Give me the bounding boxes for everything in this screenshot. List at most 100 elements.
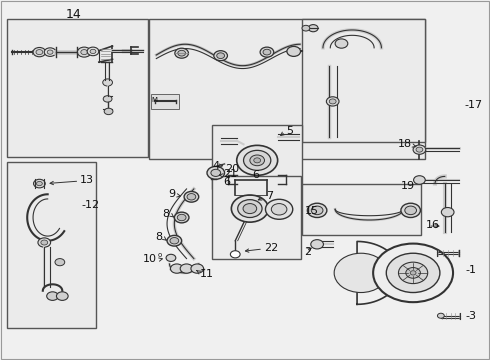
Circle shape xyxy=(266,199,293,219)
Circle shape xyxy=(311,206,323,215)
Circle shape xyxy=(174,212,189,223)
Circle shape xyxy=(36,181,42,186)
Circle shape xyxy=(254,158,261,163)
Text: 6: 6 xyxy=(223,177,230,187)
Circle shape xyxy=(243,203,257,213)
Text: -3: -3 xyxy=(465,311,476,321)
Circle shape xyxy=(41,240,48,245)
Circle shape xyxy=(250,155,265,166)
Text: 22: 22 xyxy=(265,243,279,253)
Circle shape xyxy=(191,264,203,273)
Circle shape xyxy=(271,203,287,215)
Circle shape xyxy=(171,264,183,273)
Circle shape xyxy=(405,206,416,215)
Circle shape xyxy=(103,96,112,102)
Circle shape xyxy=(180,264,193,273)
Circle shape xyxy=(90,49,96,54)
Text: o: o xyxy=(158,252,162,258)
Circle shape xyxy=(416,147,423,152)
Circle shape xyxy=(175,48,189,58)
Circle shape xyxy=(373,244,453,302)
Circle shape xyxy=(217,53,224,59)
Circle shape xyxy=(307,203,327,217)
Text: 19: 19 xyxy=(401,181,415,191)
Circle shape xyxy=(187,194,196,200)
Circle shape xyxy=(103,79,113,86)
Text: 8: 8 xyxy=(162,209,170,219)
Circle shape xyxy=(329,99,336,104)
Bar xyxy=(302,19,425,143)
Circle shape xyxy=(308,24,318,32)
Text: 16: 16 xyxy=(426,220,440,230)
Circle shape xyxy=(438,313,444,318)
Circle shape xyxy=(104,108,113,114)
Text: 18: 18 xyxy=(398,139,412,149)
Circle shape xyxy=(167,235,182,246)
Text: 5: 5 xyxy=(287,126,294,136)
Text: -17: -17 xyxy=(464,100,482,110)
Bar xyxy=(212,176,301,258)
Circle shape xyxy=(184,192,199,202)
Circle shape xyxy=(87,47,99,56)
Circle shape xyxy=(170,238,179,244)
Text: -12: -12 xyxy=(82,200,100,210)
Text: 11: 11 xyxy=(200,269,214,279)
Circle shape xyxy=(260,47,274,57)
Text: 21: 21 xyxy=(223,169,237,179)
Circle shape xyxy=(178,50,186,56)
Circle shape xyxy=(230,251,240,258)
Circle shape xyxy=(36,50,43,55)
Circle shape xyxy=(77,47,91,57)
Circle shape xyxy=(214,51,227,61)
Circle shape xyxy=(413,145,426,154)
Text: 14: 14 xyxy=(66,8,81,21)
Circle shape xyxy=(177,214,186,221)
Bar xyxy=(7,19,147,157)
Circle shape xyxy=(38,238,50,247)
Text: 20: 20 xyxy=(225,163,240,174)
Circle shape xyxy=(207,166,224,179)
Circle shape xyxy=(334,253,388,293)
Bar xyxy=(302,184,421,235)
Circle shape xyxy=(231,195,269,222)
Text: 2: 2 xyxy=(304,247,312,257)
Circle shape xyxy=(287,46,300,57)
Text: M: M xyxy=(151,96,157,103)
Text: 10: 10 xyxy=(143,253,157,264)
Circle shape xyxy=(56,292,68,300)
Circle shape xyxy=(335,39,348,48)
Bar xyxy=(7,162,97,328)
Circle shape xyxy=(211,169,220,176)
Circle shape xyxy=(311,240,323,249)
Circle shape xyxy=(263,49,271,55)
Text: 13: 13 xyxy=(80,175,94,185)
Circle shape xyxy=(441,207,454,217)
Circle shape xyxy=(33,179,45,188)
Circle shape xyxy=(166,254,176,261)
Circle shape xyxy=(55,258,65,266)
Circle shape xyxy=(244,150,271,170)
Circle shape xyxy=(237,145,278,175)
Circle shape xyxy=(44,48,56,57)
Circle shape xyxy=(398,262,428,284)
Bar xyxy=(148,19,425,158)
Text: 7: 7 xyxy=(266,191,273,201)
Bar xyxy=(212,125,302,189)
Text: 8: 8 xyxy=(155,232,162,242)
Circle shape xyxy=(326,97,339,106)
Text: 15: 15 xyxy=(304,206,319,216)
Circle shape xyxy=(406,267,420,278)
Circle shape xyxy=(81,50,88,55)
Circle shape xyxy=(410,271,416,275)
Circle shape xyxy=(386,253,440,293)
Circle shape xyxy=(47,292,58,300)
Text: -1: -1 xyxy=(465,265,476,275)
Circle shape xyxy=(302,25,310,31)
Circle shape xyxy=(238,200,262,217)
Bar xyxy=(151,94,179,109)
Text: 9: 9 xyxy=(169,189,176,199)
Circle shape xyxy=(414,176,425,184)
Text: 6: 6 xyxy=(252,170,259,180)
Circle shape xyxy=(47,50,53,54)
Circle shape xyxy=(401,203,420,217)
